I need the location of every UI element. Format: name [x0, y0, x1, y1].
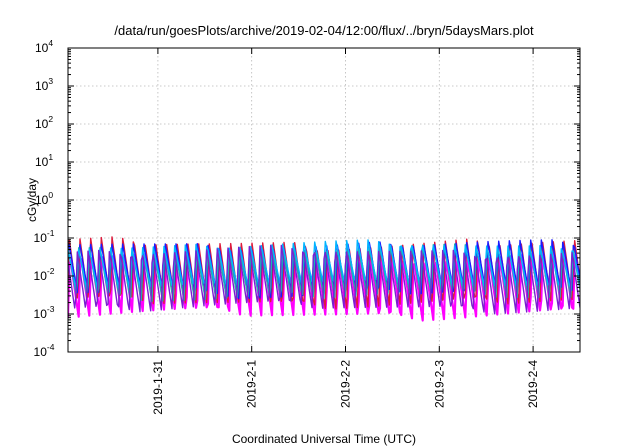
y-tick-label: 10-3 [34, 304, 55, 321]
x-tick-label: 2019-2-1 [245, 360, 259, 408]
y-tick-label: 103 [35, 76, 53, 93]
y-axis-label: cGy/day [25, 178, 39, 222]
y-tick-label: 102 [35, 114, 53, 131]
x-axis-label: Coordinated Universal Time (UTC) [232, 432, 416, 446]
series-line [68, 244, 580, 315]
x-tick-label: 2019-2-4 [526, 360, 540, 408]
y-tick-label: 10-1 [34, 228, 55, 245]
x-axis: 2019-1-31 2019-2-1 2019-2-2 2019-2-3 2019-2-… [151, 48, 540, 415]
x-tick-label: 2019-1-31 [151, 360, 165, 415]
y-tick-label: 104 [35, 38, 53, 55]
y-tick-label: 101 [35, 152, 53, 169]
y-tick-label: 100 [35, 190, 53, 207]
x-tick-label: 2019-2-2 [338, 360, 352, 408]
series-group [68, 236, 580, 322]
x-tick-label: 2019-2-3 [432, 360, 446, 408]
chart-title: /data/run/goesPlots/archive/2019-02-04/1… [114, 23, 534, 38]
y-axis: 10-4 10-3 10-2 10-1 100 101 102 103 104 [34, 38, 580, 359]
y-tick-label: 10-2 [34, 266, 55, 283]
y-tick-label: 10-4 [34, 342, 55, 359]
